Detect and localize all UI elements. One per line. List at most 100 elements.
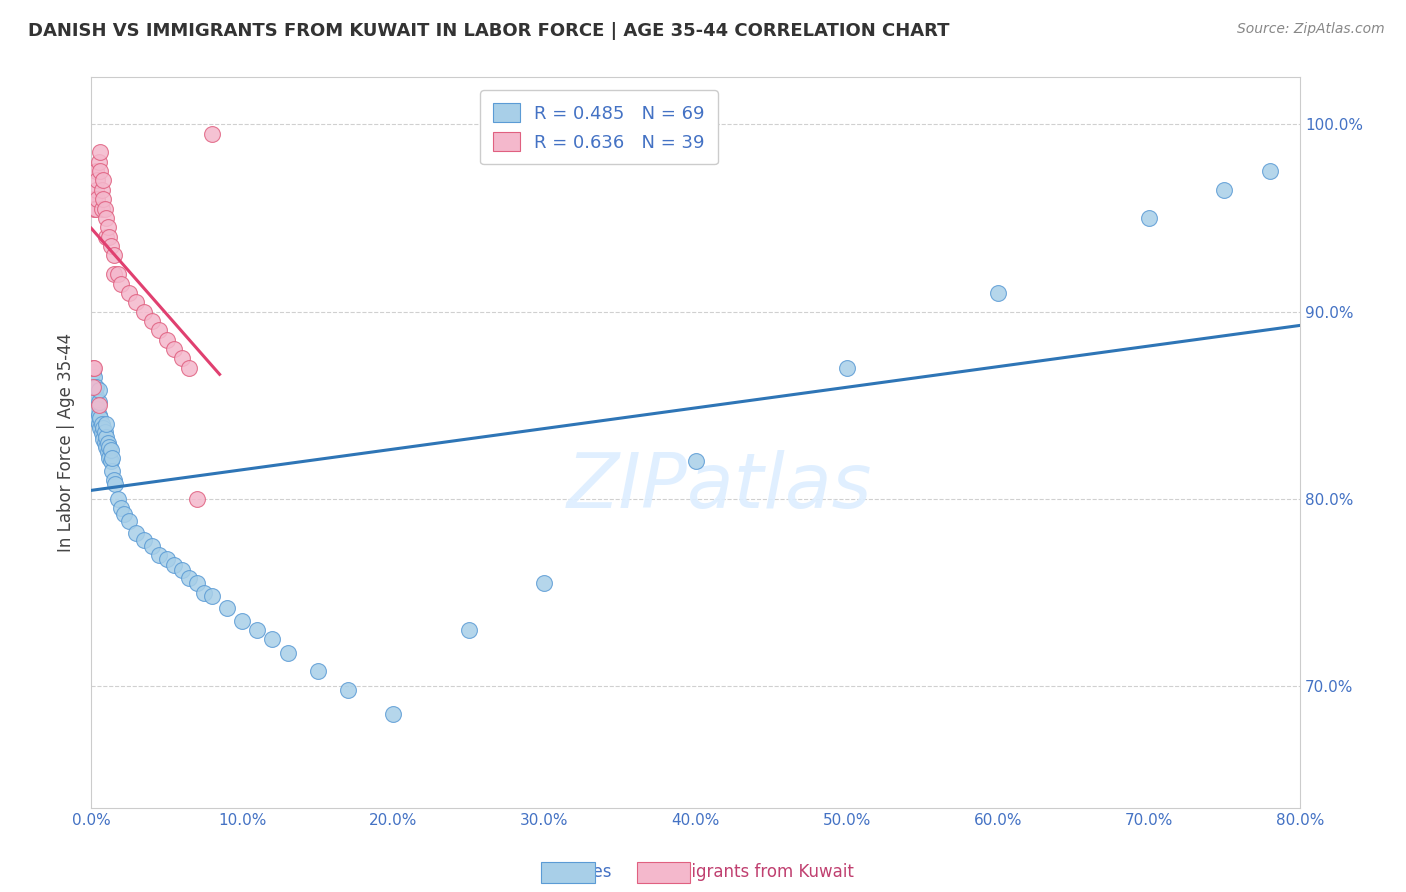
Point [246,623,269,637]
Point [82,365,104,379]
Point [186,491,208,506]
Point [141,539,163,553]
Point [148,323,170,337]
Point [94,425,117,439]
Point [100,443,122,458]
Point [201,590,224,604]
Point [84,379,107,393]
Point [110,501,132,516]
Text: Source: ZipAtlas.com: Source: ZipAtlas.com [1237,22,1385,37]
Point [262,632,284,647]
Point [533,576,555,591]
Point [118,285,141,300]
Point [125,295,148,310]
Point [98,229,121,244]
Point [987,285,1010,300]
Point [382,707,405,722]
Point [96,211,118,225]
Point [103,473,125,487]
Y-axis label: In Labor Force | Age 35-44: In Labor Force | Age 35-44 [58,334,75,552]
Point [231,614,253,628]
Point [83,202,105,216]
Point [91,173,114,187]
Point [83,370,105,384]
Point [132,304,155,318]
Point [141,314,163,328]
Point [107,267,129,281]
Point [685,454,707,468]
Point [148,548,170,562]
Point [96,417,118,431]
Point [91,421,114,435]
Point [83,398,105,412]
Point [89,421,111,435]
Point [100,239,122,253]
Point [86,192,108,206]
Point [179,571,201,585]
Point [156,333,179,347]
Point [101,464,124,478]
Point [156,552,179,566]
Point [84,164,107,178]
Point [97,435,120,450]
Point [101,450,124,465]
Point [86,402,108,417]
Point [179,360,201,375]
Point [84,183,107,197]
Point [89,145,111,160]
Point [82,376,104,390]
Text: Danes: Danes [560,863,612,881]
Text: ZIPatlas: ZIPatlas [567,450,873,524]
Point [307,665,329,679]
Point [84,398,107,412]
Point [91,432,114,446]
Text: Immigrants from Kuwait: Immigrants from Kuwait [654,863,853,881]
Point [98,450,121,465]
Point [163,342,186,356]
Point [98,440,121,454]
Point [96,229,118,244]
Point [277,646,299,660]
Point [107,491,129,506]
Point [87,384,110,398]
Point [1258,164,1281,178]
Point [87,394,110,409]
Point [217,600,239,615]
Point [193,585,215,599]
Point [1213,183,1236,197]
Point [103,267,125,281]
Point [82,385,104,400]
Point [112,507,135,521]
Point [1137,211,1160,225]
Point [835,360,858,375]
Point [103,248,125,262]
Legend: R = 0.485   N = 69, R = 0.636   N = 39: R = 0.485 N = 69, R = 0.636 N = 39 [481,90,717,164]
Point [163,558,186,572]
Point [83,360,105,375]
Point [87,408,110,422]
Point [96,430,118,444]
Point [86,173,108,187]
Point [96,440,118,454]
Point [90,183,112,197]
Point [90,202,112,216]
Point [97,220,120,235]
Point [86,413,108,427]
Point [94,202,117,216]
Point [100,454,122,468]
Point [84,202,107,216]
Point [89,164,111,178]
Point [84,389,107,403]
Point [94,435,117,450]
Point [90,417,112,431]
Point [90,426,112,441]
Point [82,379,104,393]
Point [83,384,105,398]
Point [125,525,148,540]
Point [118,515,141,529]
Point [132,533,155,548]
Point [337,683,360,698]
Text: DANISH VS IMMIGRANTS FROM KUWAIT IN LABOR FORCE | AGE 35-44 CORRELATION CHART: DANISH VS IMMIGRANTS FROM KUWAIT IN LABO… [28,22,949,40]
Point [186,576,208,591]
Point [82,360,104,375]
